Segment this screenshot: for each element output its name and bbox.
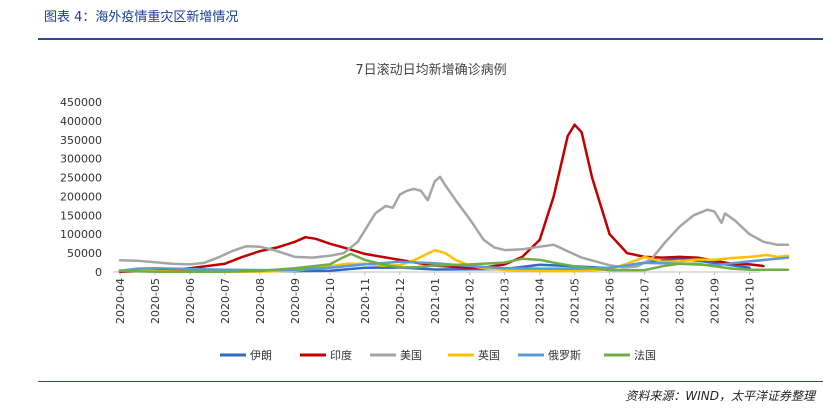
y-tick-label: 250000 xyxy=(60,172,102,185)
x-tick-label: 2021-07 xyxy=(639,278,652,324)
series-line xyxy=(118,256,790,273)
x-tick-label: 2021-02 xyxy=(464,278,477,324)
y-tick-label: 200000 xyxy=(60,190,102,203)
legend-label: 印度 xyxy=(330,348,352,362)
legend-label: 俄罗斯 xyxy=(548,349,581,362)
x-tick-label: 2020-08 xyxy=(254,278,267,324)
x-tick-label: 2020-05 xyxy=(149,278,162,324)
source-note: 资料来源：WIND，太平洋证券整理 xyxy=(625,389,815,403)
x-tick-label: 2020-11 xyxy=(359,278,372,324)
series-line xyxy=(118,175,790,269)
y-tick-label: 400000 xyxy=(60,115,102,128)
report-header: 图表 4：海外疫情重灾区新增情况 xyxy=(0,0,823,40)
figure-caption: 图表 4：海外疫情重灾区新增情况 xyxy=(44,10,239,25)
x-tick-label: 2021-05 xyxy=(569,278,582,324)
x-tick-label: 2020-07 xyxy=(219,278,232,324)
legend-label: 伊朗 xyxy=(250,349,272,362)
y-axis: 0 50000 100000 150000 200000 250000 300000 3500… xyxy=(60,96,102,279)
x-tick-label: 2020-09 xyxy=(289,278,302,324)
legend-label: 法国 xyxy=(634,348,656,362)
x-tick-label: 2021-09 xyxy=(709,278,722,324)
x-tick-label: 2020-04 xyxy=(114,278,127,324)
y-tick-label: 300000 xyxy=(60,153,102,166)
y-tick-label: 350000 xyxy=(60,134,102,147)
x-tick-label: 2020-12 xyxy=(394,278,407,324)
y-tick-label: 50000 xyxy=(67,247,102,260)
chart-title: 7日滚动日均新增确诊病例 xyxy=(355,62,506,78)
x-axis: 2020-04 2020-05 2020-06 2020-07 2020-08 2020-… xyxy=(113,271,760,324)
y-tick-label: 100000 xyxy=(60,228,102,241)
x-tick-label: 2021-03 xyxy=(499,278,512,324)
x-tick-label: 2021-06 xyxy=(604,278,617,324)
y-tick-label: 450000 xyxy=(60,96,102,109)
legend: 伊朗 印度 美国 英国 俄罗斯 法国 xyxy=(220,348,656,362)
x-tick-label: 2021-10 xyxy=(744,278,757,324)
y-tick-label: 0 xyxy=(95,266,102,279)
x-tick-label: 2021-01 xyxy=(429,278,442,324)
y-tick-label: 150000 xyxy=(60,209,102,222)
series-line xyxy=(118,123,765,273)
x-tick-label: 2020-10 xyxy=(324,278,337,324)
legend-label: 美国 xyxy=(400,349,422,362)
x-tick-label: 2021-08 xyxy=(674,278,687,324)
series-layer xyxy=(118,123,790,274)
footer-divider xyxy=(38,381,823,382)
header-divider xyxy=(38,38,823,40)
series-line xyxy=(118,252,790,274)
legend-label: 英国 xyxy=(478,348,500,362)
x-tick-label: 2021-04 xyxy=(534,278,547,324)
line-chart: 7日滚动日均新增确诊病例 0 50000 100000 150000 200000 250… xyxy=(60,62,790,362)
x-tick-label: 2020-06 xyxy=(184,278,197,324)
